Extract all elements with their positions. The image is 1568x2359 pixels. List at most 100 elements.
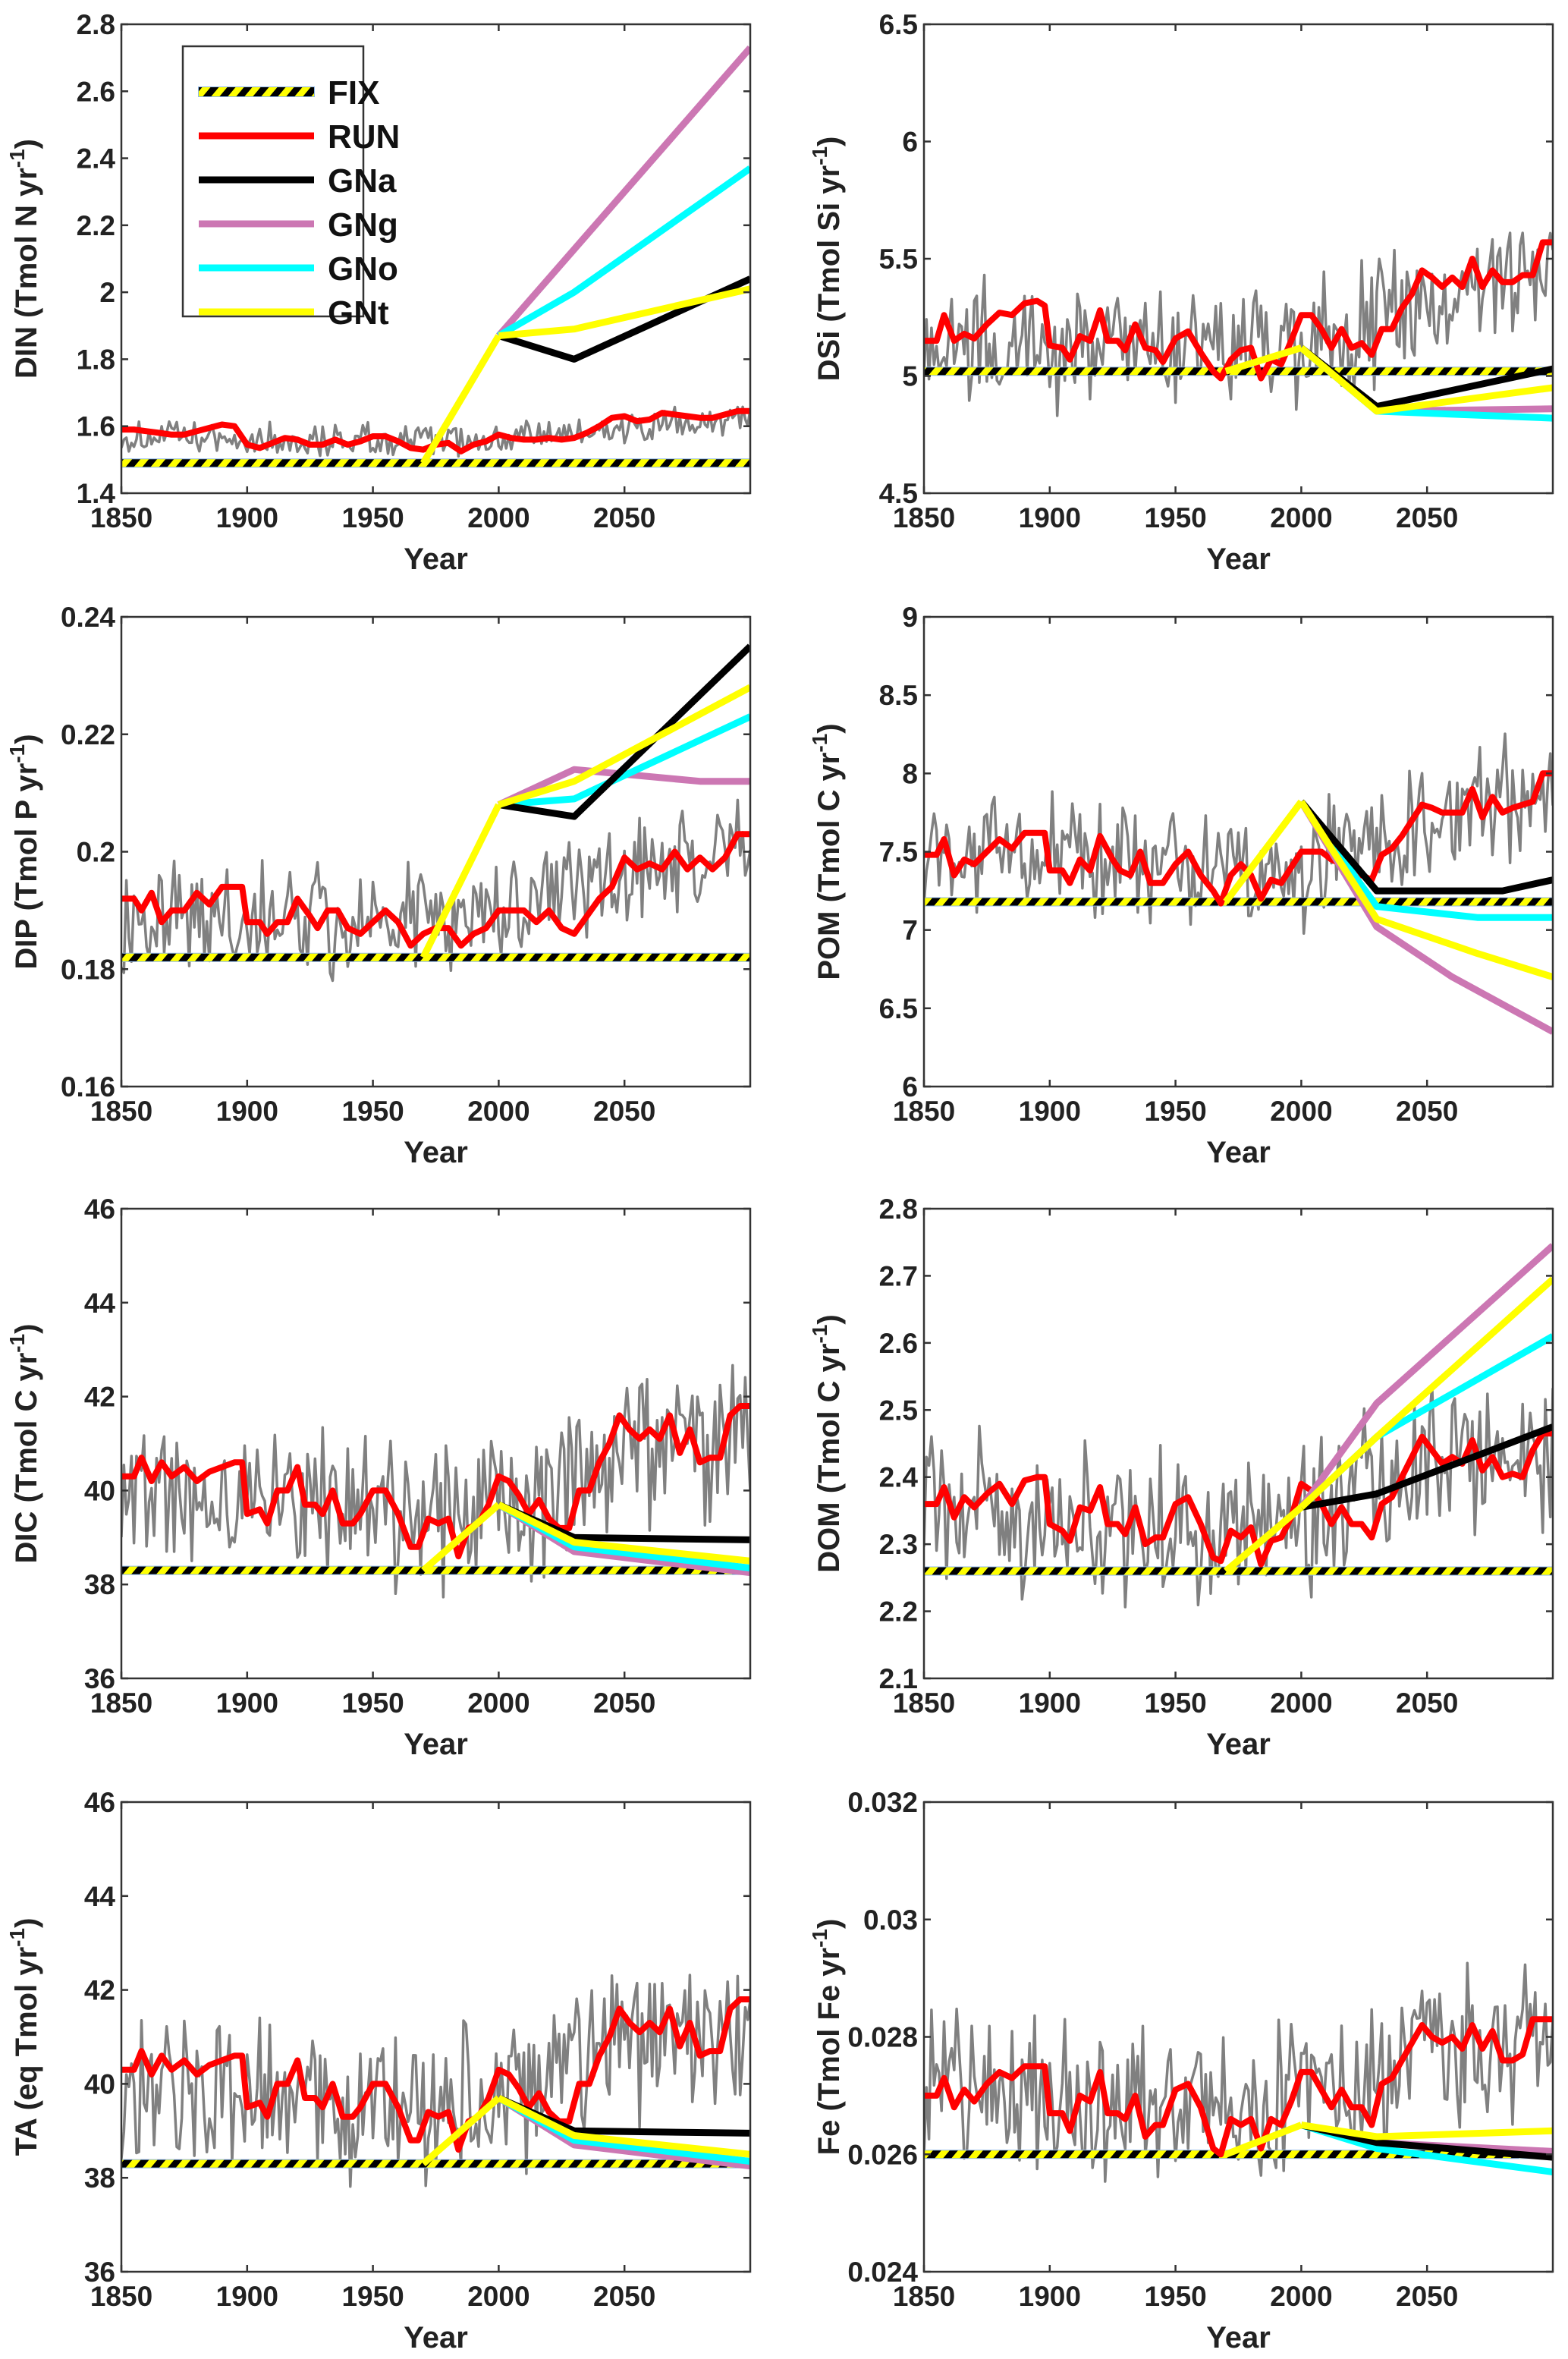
series-hist-ramp-DIN <box>420 334 502 465</box>
panel-TA: 1850 1900 1950 2000 2050 36 38 40 42 44 46 Year TA (… <box>5 1787 752 2354</box>
series-fix-DIC <box>121 1566 750 1574</box>
y-axis-label: TA (eq Tmol yr-1) <box>5 1918 43 2156</box>
plot-area <box>121 1209 750 1678</box>
x-axis-label: Year <box>1206 1728 1271 1761</box>
panel-Fe: 1850 1900 1950 2000 2050 0.024 0.026 0.028 0.03 0… <box>808 1787 1554 2354</box>
plot-area <box>924 1209 1553 1678</box>
series-annual-POM <box>924 732 1553 935</box>
y-tick-label: 2.6 <box>77 76 115 107</box>
legend-label: GNo <box>328 250 398 288</box>
y-tick-label: 2.1 <box>879 1663 918 1694</box>
series-gna-DOM <box>1300 1423 1553 1511</box>
y-tick-label: 7 <box>902 915 918 946</box>
y-tick-label: 2.8 <box>77 9 115 40</box>
series-hist-ramp-DIP <box>419 803 502 959</box>
series-gno-DIP <box>498 713 750 809</box>
y-tick-label: 6.5 <box>879 993 918 1024</box>
y-tick-label: 8.5 <box>879 680 918 711</box>
panel-DSi: 1850 1900 1950 2000 2050 4.5 5 5.5 6 6.5 Year DSi (… <box>808 9 1554 576</box>
plot-content <box>121 1364 750 1599</box>
y-tick-label: 0.24 <box>61 602 115 633</box>
y-tick-label: 36 <box>84 1663 115 1694</box>
plot-area <box>924 24 1553 493</box>
y-tick-label: 0.2 <box>77 837 115 868</box>
x-tick-label: 2050 <box>593 2281 655 2312</box>
axes-box <box>120 1801 752 2273</box>
x-axis-label: Year <box>404 1728 468 1761</box>
x-tick-label: 1950 <box>1144 1096 1206 1127</box>
x-tick-label: 2000 <box>1270 2281 1332 2312</box>
x-axis-label: Year <box>1206 2321 1271 2354</box>
x-tick-label: 2050 <box>593 502 655 533</box>
series-gnt-TA <box>497 2094 750 2158</box>
y-axis-label: DSi (Tmol Si yr-1) <box>808 137 846 382</box>
x-tick-label: 1850 <box>893 1096 955 1127</box>
plot-area <box>121 1802 750 2272</box>
x-tick-label: 1850 <box>90 502 152 533</box>
x-tick-label: 2050 <box>1396 502 1458 533</box>
legend-label: GNt <box>328 294 389 332</box>
axes-box <box>120 23 752 495</box>
legend-item-gng: GNg <box>199 206 398 244</box>
series-gnt-POM <box>1298 800 1553 980</box>
y-tick-label: 2.2 <box>879 1596 918 1628</box>
series-hist-ramp-POM <box>1223 799 1304 904</box>
y-tick-label: 5.5 <box>879 244 918 275</box>
y-tick-label: 0.032 <box>847 1787 918 1818</box>
y-tick-label: 46 <box>84 1194 115 1225</box>
series-fix-DIN <box>121 459 750 467</box>
x-tick-label: 1900 <box>1019 1096 1081 1127</box>
y-tick-label: 36 <box>84 2257 115 2288</box>
y-tick-label: 2 <box>99 277 115 308</box>
x-tick-label: 1900 <box>216 2281 278 2312</box>
y-tick-label: 7.5 <box>879 837 918 868</box>
y-tick-label: 4.5 <box>879 478 918 509</box>
y-tick-label: 0.03 <box>863 1904 918 1936</box>
x-tick-label: 2050 <box>1396 2281 1458 2312</box>
series-hist-ramp-DIC <box>420 1502 501 1573</box>
y-tick-label: 40 <box>84 2068 115 2100</box>
series-run-DIC <box>121 1403 750 1560</box>
series-gng-DOM <box>1298 1243 1553 1510</box>
y-tick-label: 0.024 <box>847 2257 918 2288</box>
series-run-DOM <box>924 1430 1553 1568</box>
legend-item-fix: FIX <box>198 74 379 112</box>
x-tick-label: 1950 <box>1144 2281 1206 2312</box>
series-fix-DSi <box>924 367 1553 376</box>
x-tick-label: 1900 <box>1019 1687 1081 1719</box>
y-tick-label: 8 <box>902 758 918 789</box>
x-tick-label: 1900 <box>216 1687 278 1719</box>
legend-item-gno: GNo <box>199 250 398 288</box>
x-tick-label: 1900 <box>1019 2281 1081 2312</box>
x-tick-label: 2000 <box>1270 502 1332 533</box>
series-fix-DIP <box>121 953 750 961</box>
plot-area <box>121 617 750 1087</box>
series-gnt-DIP <box>498 684 750 808</box>
x-tick-label: 2050 <box>1396 1687 1458 1719</box>
y-tick-label: 1.4 <box>77 478 116 509</box>
y-tick-label: 44 <box>84 1881 116 1912</box>
series-annual-DIP <box>121 798 750 983</box>
y-axis-label: DOM (Tmol C yr-1) <box>808 1314 846 1572</box>
x-tick-label: 2050 <box>1396 1096 1458 1127</box>
x-tick-label: 1850 <box>90 1096 152 1127</box>
plot-content <box>924 231 1553 422</box>
legend-label: RUN <box>328 118 400 156</box>
y-tick-label: 2.8 <box>879 1194 918 1225</box>
y-tick-label: 0.18 <box>61 954 115 985</box>
x-tick-label: 2000 <box>1270 1096 1332 1127</box>
series-gnt-DIC <box>497 1501 750 1565</box>
x-tick-label: 1850 <box>893 502 955 533</box>
y-axis-label: Fe (Tmol Fe yr-1) <box>808 1919 846 2156</box>
plot-content <box>121 1974 750 2188</box>
series-fix-TA <box>121 2159 750 2168</box>
panel-DOM: 1850 1900 1950 2000 2050 2.1 2.2 2.3 2.4 2.5 2.6 2.… <box>808 1194 1554 1761</box>
series-gnt-Fe <box>1300 2122 1553 2140</box>
series-run-Fe <box>924 2016 1553 2158</box>
legend-item-gnt: GNt <box>199 294 389 332</box>
x-axis-label: Year <box>404 2321 468 2354</box>
x-tick-label: 1900 <box>216 502 278 533</box>
y-tick-label: 6.5 <box>879 9 918 40</box>
y-tick-label: 38 <box>84 2162 115 2194</box>
y-tick-label: 2.2 <box>77 210 115 241</box>
